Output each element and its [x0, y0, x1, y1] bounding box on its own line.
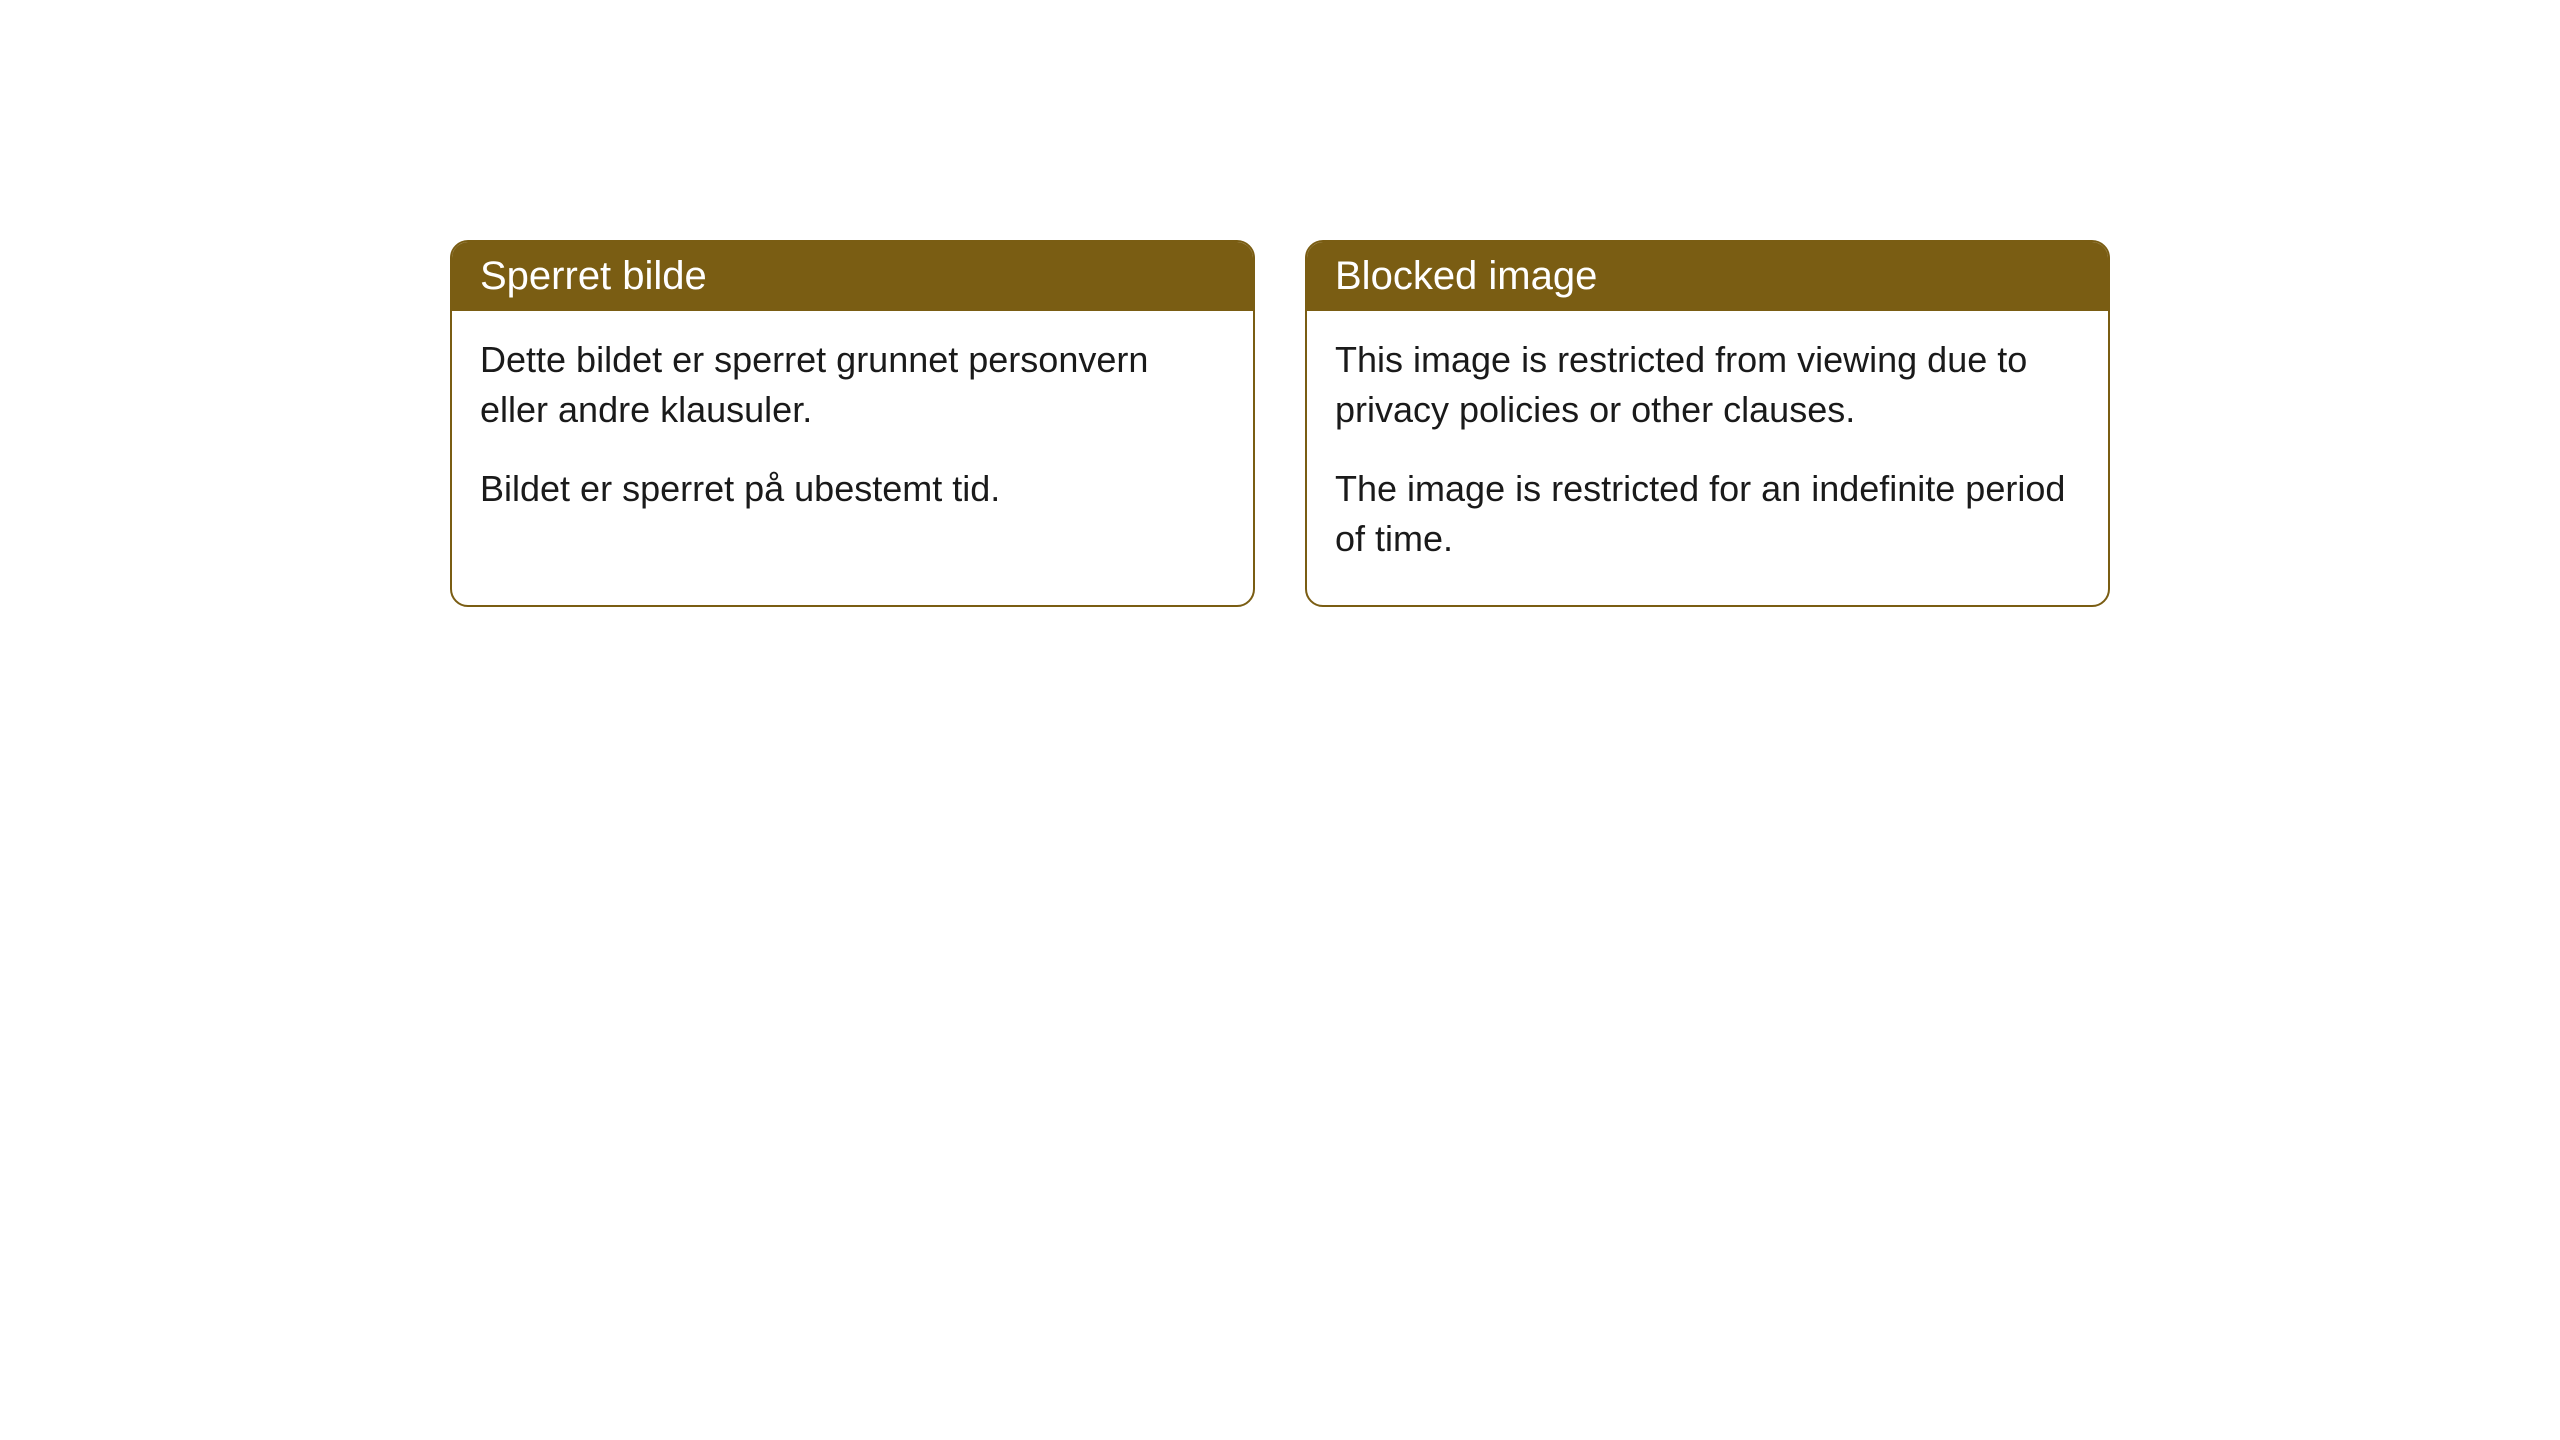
card-header: Blocked image	[1307, 242, 2108, 311]
card-paragraph: Bildet er sperret på ubestemt tid.	[480, 464, 1225, 514]
blocked-image-card-norwegian: Sperret bilde Dette bildet er sperret gr…	[450, 240, 1255, 607]
card-title: Blocked image	[1335, 254, 1597, 298]
notice-cards-container: Sperret bilde Dette bildet er sperret gr…	[450, 240, 2110, 607]
blocked-image-card-english: Blocked image This image is restricted f…	[1305, 240, 2110, 607]
card-title: Sperret bilde	[480, 254, 707, 298]
card-header: Sperret bilde	[452, 242, 1253, 311]
card-body: Dette bildet er sperret grunnet personve…	[452, 311, 1253, 554]
card-body: This image is restricted from viewing du…	[1307, 311, 2108, 605]
card-paragraph: This image is restricted from viewing du…	[1335, 335, 2080, 436]
card-paragraph: The image is restricted for an indefinit…	[1335, 464, 2080, 565]
card-paragraph: Dette bildet er sperret grunnet personve…	[480, 335, 1225, 436]
